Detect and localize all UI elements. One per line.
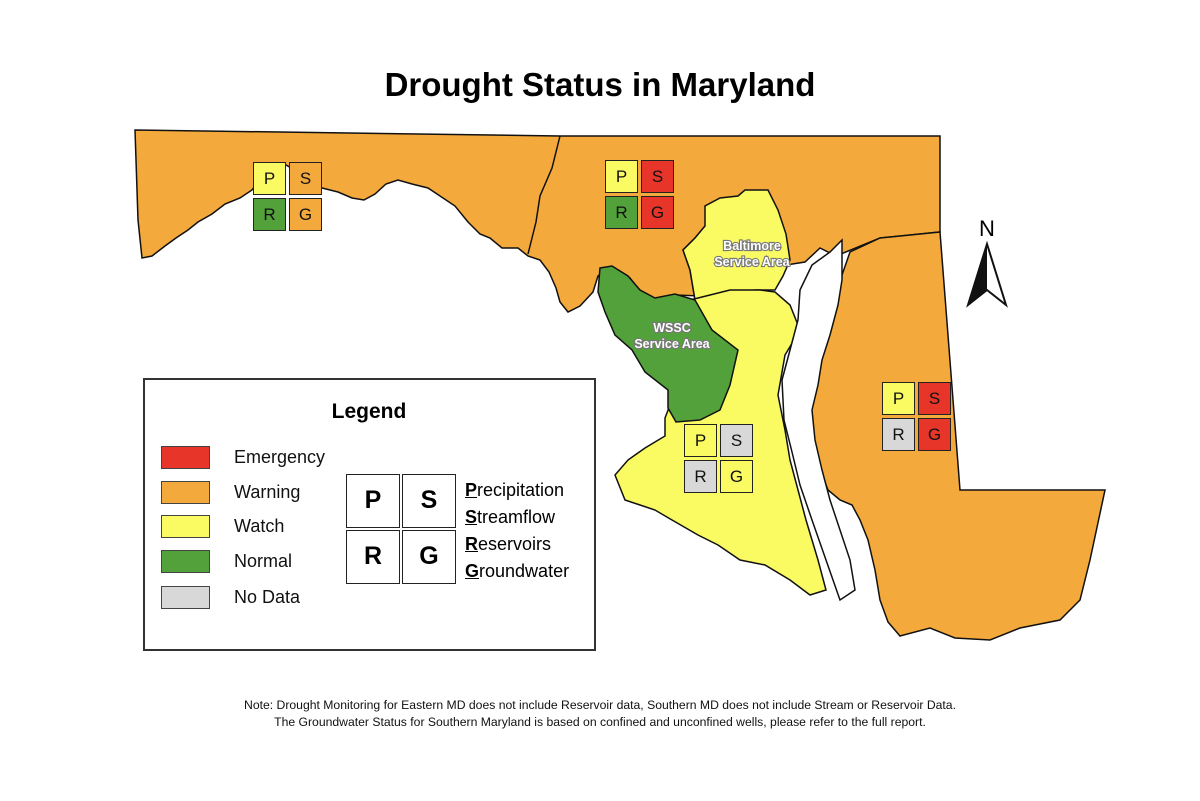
legend-label: Watch [234,516,285,536]
chesapeake-bay [781,238,856,602]
key-box-p: P [346,474,400,528]
status-box-g: G [641,196,674,229]
status-box-r: R [684,460,717,493]
legend-swatch [161,446,210,469]
status-box-r: R [882,418,915,451]
status-box-s: S [720,424,753,457]
key-word-reservoirs: Reservoirs [465,534,552,554]
legend-swatch [161,481,210,504]
status-box-g: G [289,198,322,231]
key-box-r: R [346,530,400,584]
legend-title: Legend [331,400,407,423]
legend-swatch [161,586,210,609]
wssc-service-area-label: WSSC [653,321,691,335]
status-box-p: P [684,424,717,457]
status-box-r: R [605,196,638,229]
status-box-p: P [882,382,915,415]
boundary-line [527,135,561,255]
status-box-r: R [253,198,286,231]
legend-swatch [161,515,210,538]
status-box-p: P [605,160,638,193]
legend-swatch [161,550,210,573]
status-box-g: G [720,460,753,493]
footnote-line: The Groundwater Status for Southern Mary… [274,715,926,729]
legend-label: No Data [234,587,301,607]
key-word-streamflow: Streamflow [465,507,556,527]
status-box-p: P [253,162,286,195]
north-label: N [979,216,995,241]
legend: Legend Emergency Warning Watch Normal No… [143,378,596,651]
key-word-precipitation: Precipitation [465,480,565,500]
legend-label: Emergency [234,447,326,467]
legend-label: Normal [234,551,293,571]
baltimore-service-area-label: Baltimore [723,239,781,253]
status-box-s: S [289,162,322,195]
footnote-line: Note: Drought Monitoring for Eastern MD … [244,698,956,712]
status-box-g: G [918,418,951,451]
status-box-s: S [641,160,674,193]
legend-label: Warning [234,482,301,502]
wssc-service-area [597,265,739,423]
footnote: Note: Drought Monitoring for Eastern MD … [0,697,1200,731]
map-title: Drought Status in Maryland [384,66,816,103]
key-word-groundwater: Groundwater [465,561,570,581]
key-box-s: S [402,474,456,528]
status-box-s: S [918,382,951,415]
baltimore-service-area-label: Service Area [714,255,790,269]
wssc-service-area-label: Service Area [634,337,710,351]
north-arrow-fill-icon [968,244,987,305]
key-box-g: G [402,530,456,584]
